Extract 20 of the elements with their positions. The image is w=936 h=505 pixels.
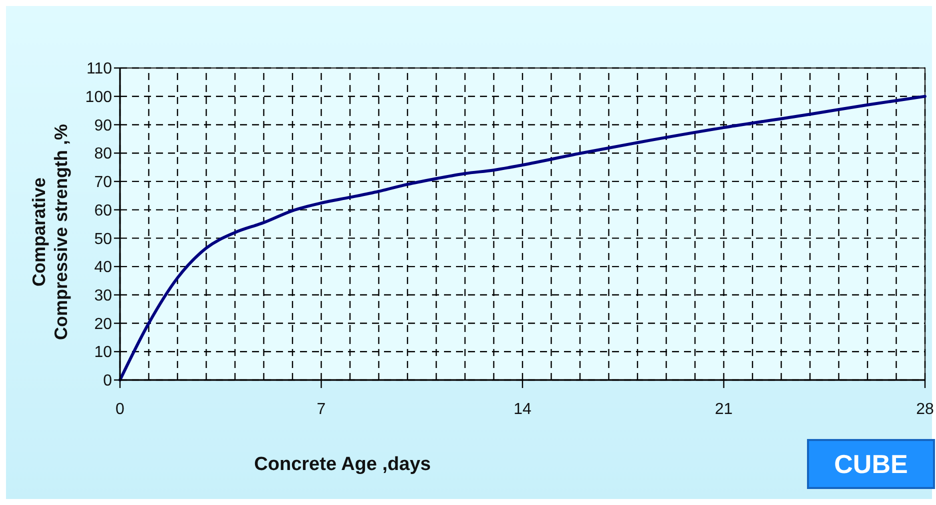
- y-tick-label: 10: [94, 344, 112, 362]
- x-tick-label: 14: [514, 401, 532, 418]
- x-tick-label: 21: [714, 401, 733, 418]
- text: CUBE: [834, 449, 908, 480]
- y-tick-label: 0: [103, 372, 112, 390]
- y-axis-title: Comparative Compressive strength ,%: [29, 124, 71, 340]
- y-tick-label: 90: [94, 117, 112, 134]
- y-tick-label: 60: [94, 202, 112, 220]
- x-tick-label: 28: [916, 401, 934, 418]
- y-tick-label: 30: [94, 288, 112, 305]
- y-tick-label: 40: [94, 259, 112, 276]
- y-tick-label: 50: [94, 230, 112, 248]
- x-tick-label: 7: [316, 401, 326, 418]
- y-tick-label: 100: [85, 88, 112, 106]
- y-tick-label: 20: [94, 316, 112, 333]
- x-tick-label: 0: [116, 401, 125, 418]
- y-tick-label: 110: [86, 60, 112, 78]
- y-tick-label: 80: [94, 146, 112, 163]
- x-axis-title: Concrete Age ,days: [254, 454, 431, 475]
- y-tick-label: 70: [94, 174, 112, 192]
